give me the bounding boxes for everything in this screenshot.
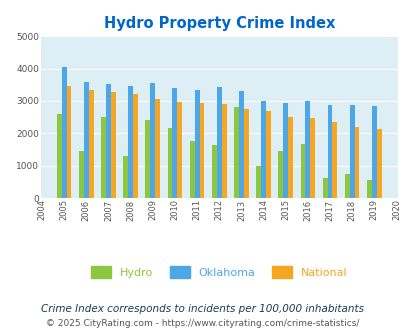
- Bar: [89, 90, 94, 198]
- Bar: [327, 105, 332, 198]
- Bar: [371, 106, 376, 198]
- Bar: [322, 178, 327, 198]
- Bar: [354, 127, 358, 198]
- Bar: [243, 109, 248, 198]
- Bar: [84, 82, 89, 198]
- Bar: [376, 129, 381, 198]
- Bar: [106, 83, 111, 198]
- Bar: [211, 145, 216, 198]
- Bar: [256, 166, 260, 198]
- Bar: [172, 88, 177, 198]
- Bar: [66, 86, 71, 198]
- Bar: [177, 102, 182, 198]
- Title: Hydro Property Crime Index: Hydro Property Crime Index: [103, 16, 334, 31]
- Bar: [111, 92, 115, 198]
- Bar: [101, 116, 106, 198]
- Bar: [221, 104, 226, 198]
- Bar: [199, 103, 204, 198]
- Legend: Hydro, Oklahoma, National: Hydro, Oklahoma, National: [86, 262, 351, 282]
- Bar: [260, 101, 265, 198]
- Bar: [216, 87, 221, 198]
- Bar: [265, 111, 270, 198]
- Bar: [349, 105, 354, 198]
- Bar: [283, 103, 288, 198]
- Bar: [57, 114, 62, 198]
- Bar: [189, 141, 194, 198]
- Bar: [133, 94, 138, 198]
- Bar: [278, 151, 283, 198]
- Bar: [123, 156, 128, 198]
- Bar: [309, 118, 314, 198]
- Bar: [128, 86, 133, 198]
- Text: Crime Index corresponds to incidents per 100,000 inhabitants: Crime Index corresponds to incidents per…: [41, 304, 364, 314]
- Bar: [300, 144, 305, 198]
- Bar: [155, 99, 160, 198]
- Bar: [305, 101, 309, 198]
- Bar: [239, 91, 243, 198]
- Bar: [150, 82, 155, 198]
- Bar: [194, 90, 199, 198]
- Bar: [79, 151, 84, 198]
- Text: © 2025 CityRating.com - https://www.cityrating.com/crime-statistics/: © 2025 CityRating.com - https://www.city…: [46, 319, 359, 328]
- Bar: [332, 122, 337, 198]
- Bar: [167, 128, 172, 198]
- Bar: [344, 174, 349, 198]
- Bar: [366, 180, 371, 198]
- Bar: [62, 67, 66, 198]
- Bar: [145, 120, 150, 198]
- Bar: [234, 108, 239, 198]
- Bar: [288, 117, 292, 198]
